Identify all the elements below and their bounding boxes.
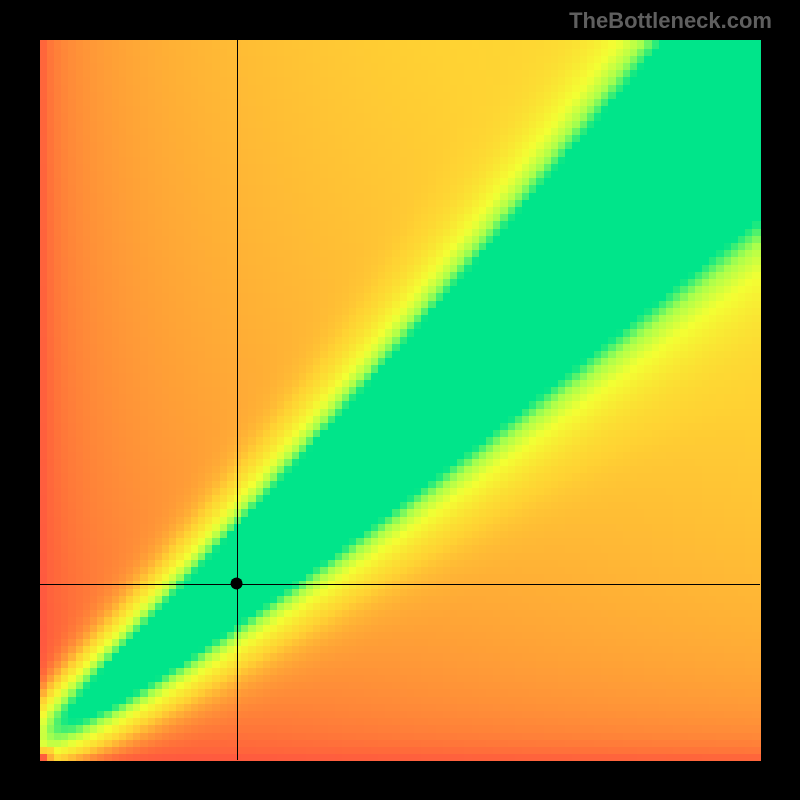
- chart-container: { "meta": { "source_watermark": "TheBott…: [0, 0, 800, 800]
- bottleneck-heatmap: [0, 0, 800, 800]
